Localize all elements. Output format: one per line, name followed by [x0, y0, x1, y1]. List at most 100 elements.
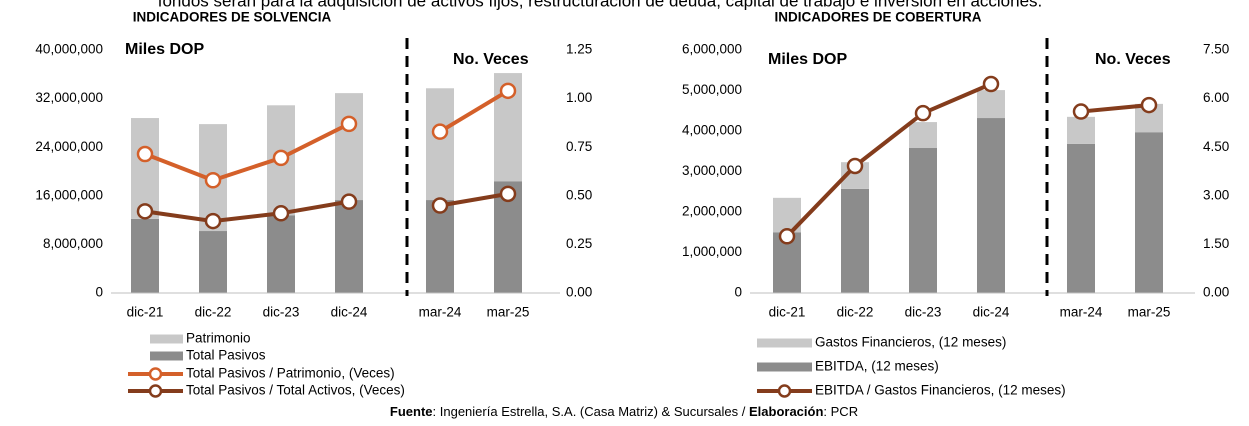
- y2-tick-label: 0.75: [566, 139, 592, 154]
- legend-swatch: [150, 351, 183, 361]
- x-tick-label: mar-25: [487, 305, 530, 320]
- bar: [335, 200, 363, 293]
- legend-label: EBITDA, (12 meses): [815, 359, 939, 374]
- x-tick-label: dic-23: [263, 305, 300, 320]
- line-series: [144, 199, 350, 224]
- bar: [131, 118, 159, 219]
- legend-swatch: [757, 338, 812, 348]
- line-marker: [136, 145, 154, 163]
- line-marker: [499, 82, 517, 100]
- bar: [977, 90, 1005, 119]
- y2-tick-label: 1.50: [1203, 236, 1229, 251]
- line-marker: [340, 115, 358, 133]
- line-series: [439, 191, 509, 208]
- legend-label: EBITDA / Gastos Financieros, (12 meses): [815, 383, 1066, 398]
- legend-label: Total Pasivos / Total Activos, (Veces): [186, 383, 405, 398]
- x-tick-label: mar-25: [1128, 305, 1171, 320]
- bar: [131, 218, 159, 293]
- legend-label: Total Pasivos / Patrimonio, (Veces): [186, 366, 395, 381]
- bar: [426, 200, 454, 293]
- legend-swatch: [150, 334, 183, 344]
- line-marker: [136, 203, 154, 220]
- bar: [909, 148, 937, 293]
- y-tick-label: 32,000,000: [35, 90, 103, 105]
- bar: [977, 118, 1005, 293]
- y2-tick-label: 0.00: [1203, 285, 1229, 300]
- axis-unit-note: Miles DOP: [125, 41, 204, 58]
- line-marker: [499, 185, 517, 203]
- x-tick-label: dic-24: [973, 305, 1010, 320]
- y2-tick-label: 3.00: [1203, 187, 1229, 202]
- x-tick-label: dic-24: [331, 305, 368, 320]
- y2-tick-label: 1.25: [566, 42, 592, 57]
- line-marker: [272, 205, 290, 222]
- legend-label: Patrimonio: [186, 331, 251, 346]
- source-text: : Ingeniería Estrella, S.A. (Casa Matriz…: [433, 404, 749, 419]
- chart-title: INDICADORES DE COBERTURA: [774, 10, 981, 25]
- legend-swatch: [757, 362, 812, 372]
- legend-label: Gastos Financieros, (12 meses): [815, 335, 1006, 350]
- y-tick-label: 4,000,000: [682, 123, 742, 138]
- y2-tick-label: 6.00: [1203, 90, 1229, 105]
- elaboration-label: Elaboración: [749, 404, 823, 419]
- y-tick-label: 3,000,000: [682, 163, 742, 178]
- line-marker: [846, 157, 864, 175]
- legend-marker: [148, 384, 163, 398]
- x-tick-label: mar-24: [419, 305, 462, 320]
- y2-tick-label: 0.25: [566, 236, 592, 251]
- y-tick-label: 8,000,000: [43, 236, 103, 251]
- x-tick-label: mar-24: [1060, 305, 1103, 320]
- line-series: [438, 89, 510, 134]
- line-marker: [914, 104, 932, 122]
- line-marker: [1140, 96, 1158, 114]
- y-tick-label: 0: [95, 285, 103, 300]
- bar: [1067, 116, 1095, 144]
- y2-tick-label: 0.00: [566, 285, 592, 300]
- bar: [335, 93, 363, 201]
- legend-label: Total Pasivos: [186, 348, 266, 363]
- line-series: [785, 82, 992, 238]
- y-tick-label: 40,000,000: [35, 42, 103, 57]
- source-note: Fuente: Ingeniería Estrella, S.A. (Casa …: [390, 404, 858, 419]
- caption: fondos serán para la adquisición de acti…: [158, 0, 1043, 10]
- chart-title: INDICADORES DE SOLVENCIA: [133, 10, 332, 25]
- line-series: [1080, 103, 1150, 114]
- line-marker: [982, 75, 1000, 93]
- line-marker: [431, 123, 449, 140]
- x-tick-label: dic-22: [195, 305, 232, 320]
- axis-unit-note: No. Veces: [453, 51, 529, 68]
- y-tick-label: 2,000,000: [682, 204, 742, 219]
- line-marker: [1072, 103, 1090, 120]
- y-tick-label: 1,000,000: [682, 244, 742, 259]
- line-marker: [431, 197, 449, 214]
- line-marker: [204, 212, 222, 230]
- x-tick-label: dic-23: [905, 305, 942, 320]
- y-tick-label: 5,000,000: [682, 82, 742, 97]
- line-series: [144, 122, 350, 183]
- source-label: Fuente: [390, 404, 433, 419]
- y-tick-label: 16,000,000: [35, 187, 103, 202]
- y-tick-label: 24,000,000: [35, 139, 103, 154]
- y-tick-label: 6,000,000: [682, 42, 742, 57]
- line-marker: [272, 149, 290, 167]
- y2-tick-label: 7.50: [1203, 42, 1229, 57]
- line-marker: [778, 228, 796, 245]
- bar: [199, 231, 227, 293]
- axis-unit-note: No. Veces: [1095, 51, 1171, 68]
- legend-marker: [777, 384, 792, 398]
- y2-tick-label: 0.50: [566, 187, 592, 202]
- legend-marker: [148, 367, 163, 381]
- y2-tick-label: 4.50: [1203, 139, 1229, 154]
- x-tick-label: dic-21: [127, 305, 164, 320]
- y-tick-label: 0: [734, 285, 742, 300]
- bar: [1067, 143, 1095, 293]
- bar: [841, 188, 869, 293]
- y2-tick-label: 1.00: [566, 90, 592, 105]
- x-tick-label: dic-22: [837, 305, 874, 320]
- line-marker: [340, 193, 358, 210]
- bar: [426, 88, 454, 201]
- x-tick-label: dic-21: [769, 305, 806, 320]
- elaboration-text: : PCR: [823, 404, 858, 419]
